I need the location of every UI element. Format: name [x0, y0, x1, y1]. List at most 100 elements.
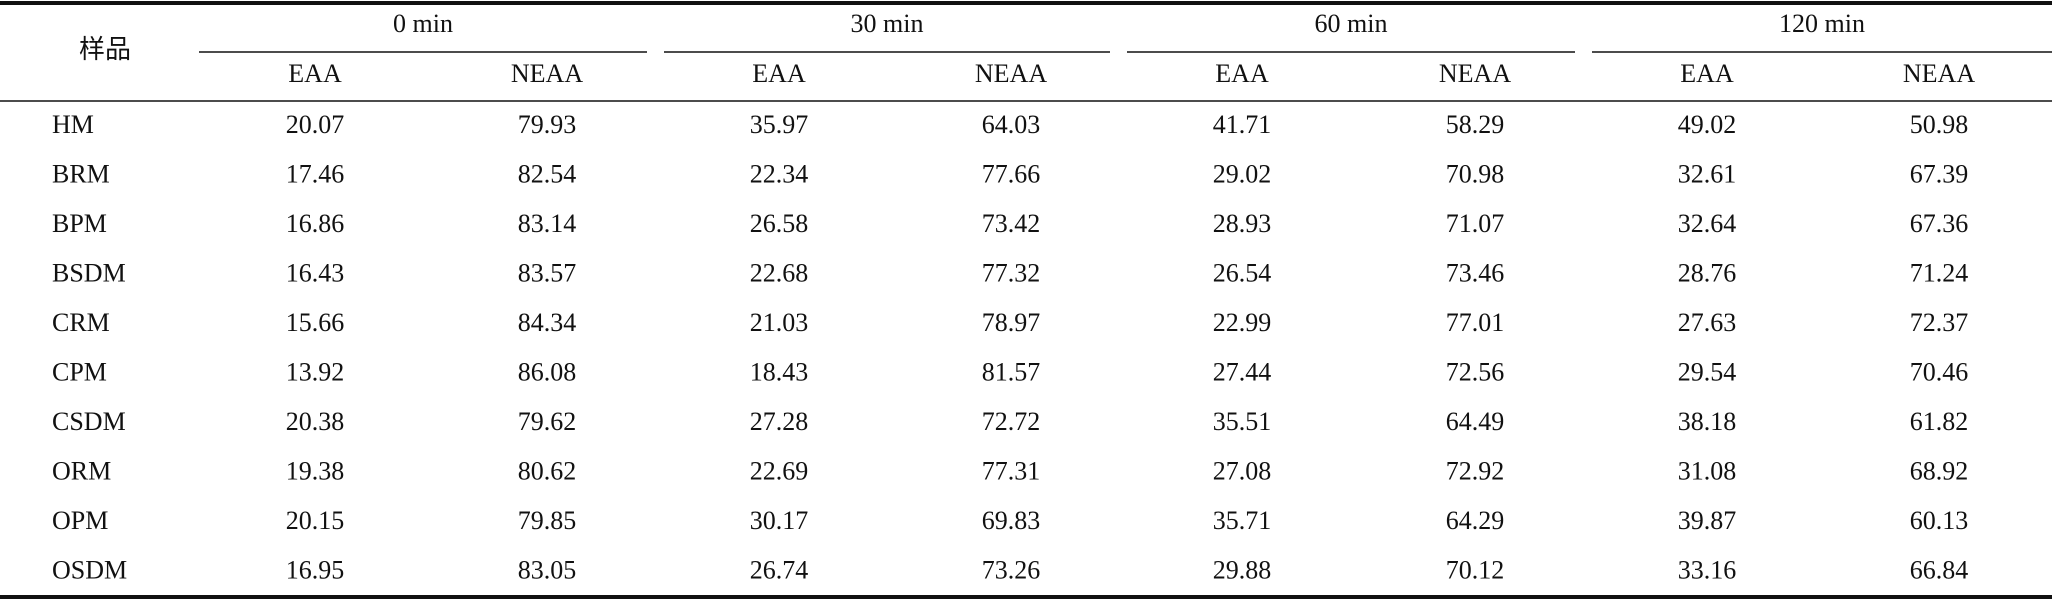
column-header: NEAA: [1903, 59, 1975, 88]
cell-value: 83.57: [518, 258, 577, 287]
cell-value: 84.34: [518, 308, 577, 337]
cell-value: 26.74: [750, 555, 809, 584]
cell-value: 29.54: [1678, 357, 1737, 386]
group-header: 60 min: [1315, 9, 1388, 38]
group-header: 0 min: [393, 9, 453, 38]
cell-value: 16.95: [286, 555, 345, 584]
cell-value: 79.85: [518, 506, 577, 535]
cell-value: 80.62: [518, 456, 577, 485]
cell-value: 82.54: [518, 159, 577, 188]
column-header: EAA: [288, 59, 342, 88]
cell-value: 58.29: [1446, 110, 1505, 139]
cell-value: 79.93: [518, 110, 577, 139]
column-header: NEAA: [1439, 59, 1511, 88]
cell-value: 35.51: [1213, 407, 1272, 436]
sample-name: OSDM: [52, 555, 127, 584]
cell-value: 69.83: [982, 506, 1041, 535]
cell-value: 33.16: [1678, 555, 1737, 584]
cell-value: 81.57: [982, 357, 1041, 386]
cell-value: 68.92: [1910, 456, 1969, 485]
cell-value: 72.56: [1446, 357, 1505, 386]
cell-value: 70.98: [1446, 159, 1505, 188]
sample-name: BSDM: [52, 258, 126, 287]
sample-name: CPM: [52, 357, 107, 386]
cell-value: 28.93: [1213, 209, 1272, 238]
cell-value: 64.29: [1446, 506, 1505, 535]
cell-value: 73.42: [982, 209, 1041, 238]
cell-value: 77.31: [982, 456, 1041, 485]
cell-value: 28.76: [1678, 258, 1737, 287]
cell-value: 32.64: [1678, 209, 1737, 238]
sample-header: 样品: [79, 35, 131, 64]
group-header: 30 min: [851, 9, 924, 38]
cell-value: 29.02: [1213, 159, 1272, 188]
cell-value: 64.03: [982, 110, 1041, 139]
cell-value: 70.12: [1446, 555, 1505, 584]
cell-value: 73.46: [1446, 258, 1505, 287]
column-header: EAA: [1215, 59, 1269, 88]
cell-value: 27.08: [1213, 456, 1272, 485]
cell-value: 35.97: [750, 110, 809, 139]
cell-value: 20.38: [286, 407, 345, 436]
cell-value: 20.15: [286, 506, 345, 535]
cell-value: 13.92: [286, 357, 345, 386]
column-header: EAA: [752, 59, 806, 88]
cell-value: 67.36: [1910, 209, 1969, 238]
cell-value: 77.66: [982, 159, 1041, 188]
cell-value: 39.87: [1678, 506, 1737, 535]
cell-value: 16.86: [286, 209, 345, 238]
cell-value: 78.97: [982, 308, 1041, 337]
cell-value: 26.58: [750, 209, 809, 238]
cell-value: 22.68: [750, 258, 809, 287]
sample-name: HM: [52, 110, 94, 139]
sample-name: BRM: [52, 159, 110, 188]
sample-name: BPM: [52, 209, 107, 238]
cell-value: 27.28: [750, 407, 809, 436]
cell-value: 22.99: [1213, 308, 1272, 337]
cell-value: 16.43: [286, 258, 345, 287]
cell-value: 64.49: [1446, 407, 1505, 436]
cell-value: 27.44: [1213, 357, 1272, 386]
cell-value: 50.98: [1910, 110, 1969, 139]
cell-value: 71.07: [1446, 209, 1505, 238]
cell-value: 86.08: [518, 357, 577, 386]
cell-value: 72.92: [1446, 456, 1505, 485]
cell-value: 66.84: [1910, 555, 1969, 584]
cell-value: 26.54: [1213, 258, 1272, 287]
cell-value: 27.63: [1678, 308, 1737, 337]
cell-value: 83.14: [518, 209, 577, 238]
cell-value: 83.05: [518, 555, 577, 584]
column-header: NEAA: [975, 59, 1047, 88]
cell-value: 30.17: [750, 506, 809, 535]
cell-value: 15.66: [286, 308, 345, 337]
cell-value: 60.13: [1910, 506, 1969, 535]
cell-value: 32.61: [1678, 159, 1737, 188]
cell-value: 22.69: [750, 456, 809, 485]
cell-value: 67.39: [1910, 159, 1969, 188]
cell-value: 31.08: [1678, 456, 1737, 485]
cell-value: 77.32: [982, 258, 1041, 287]
cell-value: 35.71: [1213, 506, 1272, 535]
cell-value: 21.03: [750, 308, 809, 337]
column-header: NEAA: [511, 59, 583, 88]
sample-name: CRM: [52, 308, 110, 337]
cell-value: 18.43: [750, 357, 809, 386]
cell-value: 73.26: [982, 555, 1041, 584]
sample-name: OPM: [52, 506, 108, 535]
cell-value: 79.62: [518, 407, 577, 436]
cell-value: 71.24: [1910, 258, 1969, 287]
cell-value: 19.38: [286, 456, 345, 485]
column-header: EAA: [1680, 59, 1734, 88]
cell-value: 29.88: [1213, 555, 1272, 584]
cell-value: 22.34: [750, 159, 809, 188]
cell-value: 49.02: [1678, 110, 1737, 139]
cell-value: 17.46: [286, 159, 345, 188]
cell-value: 20.07: [286, 110, 345, 139]
cell-value: 61.82: [1910, 407, 1969, 436]
cell-value: 72.37: [1910, 308, 1969, 337]
cell-value: 41.71: [1213, 110, 1272, 139]
cell-value: 38.18: [1678, 407, 1737, 436]
sample-name: ORM: [52, 456, 111, 485]
cell-value: 77.01: [1446, 308, 1505, 337]
